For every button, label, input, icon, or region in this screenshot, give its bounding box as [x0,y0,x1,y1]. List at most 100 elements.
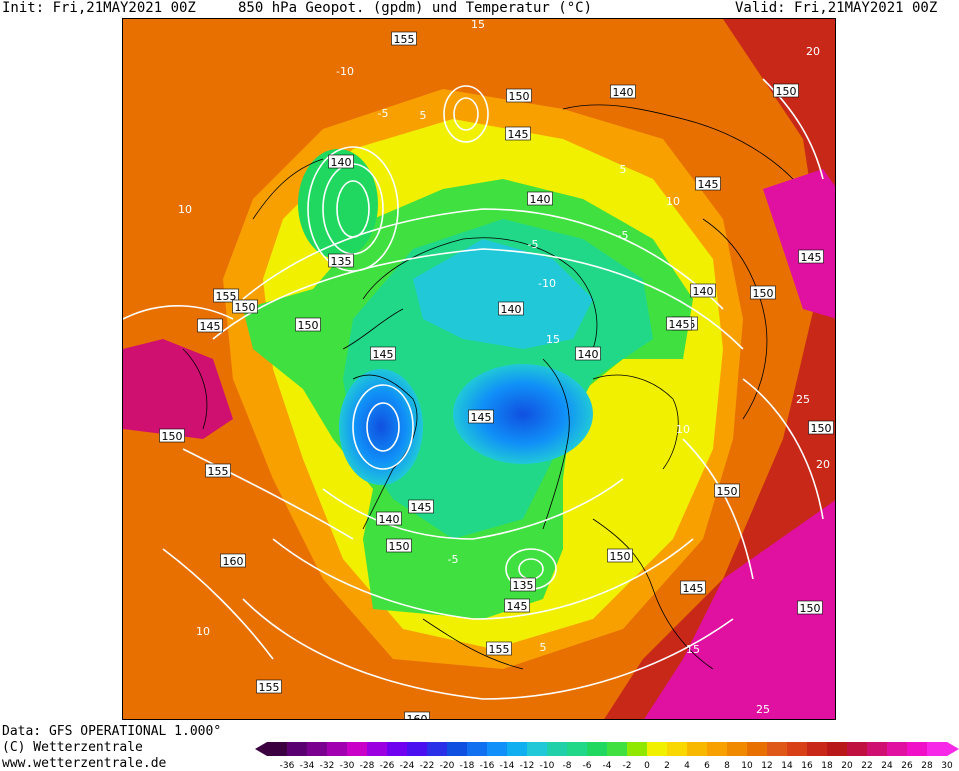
svg-text:140: 140 [379,513,400,526]
legend-tick-label: 30 [941,761,953,770]
svg-text:155: 155 [208,465,229,478]
contours [123,78,824,700]
legend-swatch [587,742,608,756]
svg-text:155: 155 [216,290,237,303]
temperature-label: -10 [538,277,556,290]
legend-tick-label: -32 [320,761,335,770]
legend-tick-label: -30 [340,761,355,770]
svg-text:150: 150 [235,301,256,314]
geopotential-label: 135 [510,577,536,592]
svg-text:145: 145 [801,251,822,264]
svg-text:140: 140 [331,156,352,169]
valid-time: Valid: Fri,21MAY2021 00Z [735,0,938,16]
geopotential-label: 145 [504,598,530,613]
legend-tick-label: -26 [380,761,395,770]
svg-text:145: 145 [669,318,690,331]
temperature-label: 25 [796,393,810,406]
geopotential-label: 150 [797,600,823,615]
legend-swatch [607,742,628,756]
legend-tick-label: 18 [821,761,833,770]
svg-text:160: 160 [407,713,428,720]
svg-text:150: 150 [298,319,319,332]
legend-tick-label: 10 [741,761,753,770]
temperature-label: 10 [196,625,210,638]
geopotential-label: 150 [295,317,321,332]
legend-tick-label: 28 [921,761,933,770]
temperature-label: 10 [178,203,192,216]
geopotential-label: 150 [714,483,740,498]
geopotential-label: 145 [505,126,531,141]
legend-tick-label: 6 [704,761,710,770]
hot-field-west [123,339,233,439]
temperature-label: 5 [620,163,627,176]
color-legend: -36 -34 -32 -30 -28 -26 -24 -22 -20 -18 -16 -14 -12-… [255,742,959,770]
temperature-label: 25 [756,703,770,716]
temperature-label: -5 [618,229,629,242]
legend-tick-label: 12 [761,761,772,770]
legend-swatch [527,742,548,756]
geopotential-label: 145 [680,580,706,595]
legend-swatch [567,742,588,756]
legend-swatch [327,742,348,756]
temperature-label: 15 [686,643,700,656]
legend-swatch [287,742,308,756]
svg-text:150: 150 [776,85,797,98]
geopotential-label: 150 [773,83,799,98]
legend-tick-label: 2 [664,761,670,770]
svg-text:150: 150 [811,422,832,435]
legend-swatch [907,742,928,756]
svg-text:155: 155 [394,33,415,46]
legend-tick-label: 4 [684,761,690,770]
geopotential-label: 145 [798,249,824,264]
hot-field-ne [763,169,835,319]
legend-tick-label: 14 [781,761,793,770]
legend-tick-label: 16 [801,761,813,770]
svg-text:150: 150 [509,90,530,103]
geopotential-label: 150 [808,420,834,435]
legend-swatch [887,742,908,756]
svg-text:140: 140 [693,285,714,298]
geopotential-label: 145 [695,176,721,191]
cold-core-center [453,364,593,464]
svg-text:150: 150 [610,550,631,563]
geopotential-label: 160 [220,553,246,568]
geopotential-label: 160 [404,711,430,720]
geopotential-label: 145 [408,499,434,514]
geopotential-label: 150 [232,299,258,314]
geopotential-label: 145 [197,318,223,333]
svg-text:150: 150 [800,602,821,615]
legend-tick-label: -34 [300,761,315,770]
legend-tick-label: -6 [583,761,592,770]
legend-tick-label: -12 [520,761,535,770]
geopotential-label: 155 [256,679,282,694]
legend-swatch [487,742,508,756]
legend-swatch [707,742,728,756]
geopotential-label: 155 [391,31,417,46]
legend-tick-label: -24 [400,761,415,770]
temperature-label: -10 [336,65,354,78]
legend-tick-label: 22 [861,761,872,770]
legend-tick-label: -22 [420,761,435,770]
legend-swatch [347,742,368,756]
geopotential-label: 150 [159,428,185,443]
temperature-label: 15 [471,19,485,31]
coastlines [182,104,794,670]
legend-tick-label: -18 [460,761,475,770]
legend-tick-label: -20 [440,761,455,770]
svg-text:150: 150 [389,540,410,553]
svg-text:135: 135 [331,255,352,268]
temperature-labels: -10 10 -5 5 15 -5 -10 -5 5 10 20 25 10 15 25 10 -5 5 15 20 [178,19,830,716]
svg-text:160: 160 [223,555,244,568]
svg-text:150: 150 [717,485,738,498]
legend-swatch [767,742,788,756]
legend-tick-label: -36 [280,761,295,770]
geopotential-label: 145 [468,409,494,424]
website-url: www.wetterzentrale.de [2,756,167,771]
legend-tick-label: 24 [881,761,893,770]
geopotential-label: 155 [205,463,231,478]
very-hot-field-se [644,500,835,719]
temperature-label: 15 [546,333,560,346]
legend-tick-label: -28 [360,761,375,770]
geopotential-label: 140 [575,346,601,361]
svg-text:155: 155 [259,681,280,694]
